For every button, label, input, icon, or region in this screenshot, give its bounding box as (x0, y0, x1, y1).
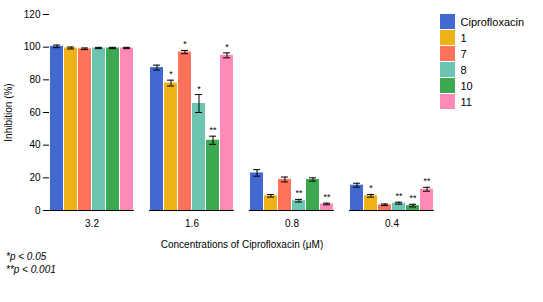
svg-text:**: ** (423, 176, 431, 186)
html-text:1: 1 (460, 31, 467, 44)
svg-text:**: ** (395, 191, 403, 201)
svg-text:60: 60 (29, 107, 41, 118)
svg-text:80: 80 (29, 74, 41, 85)
html-text:*p < 0.05: *p < 0.05 (6, 251, 47, 262)
svg-text:0.4: 0.4 (385, 218, 399, 229)
svg-text:100: 100 (24, 41, 41, 52)
svg-text:*: * (183, 39, 187, 49)
svg-text:**: ** (295, 188, 303, 198)
svg-text:0: 0 (35, 205, 41, 216)
html-text:Ciprofloxacin: Ciprofloxacin (460, 15, 525, 28)
html-text:**p < 0.001: **p < 0.001 (6, 264, 56, 275)
svg-text:*: * (369, 183, 373, 193)
svg-text:Inhibition (%): Inhibition (%) (3, 83, 14, 141)
svg-text:40: 40 (29, 139, 41, 150)
svg-text:3.2: 3.2 (85, 218, 99, 229)
html-text:7: 7 (460, 47, 467, 60)
svg-text:Concentrations of Ciprofloxaci: Concentrations of Ciprofloxacin (μM) (161, 239, 324, 250)
html-text:11: 11 (460, 95, 472, 108)
svg-text:120: 120 (24, 9, 41, 20)
svg-text:**: ** (323, 192, 331, 202)
svg-text:*: * (225, 42, 229, 52)
svg-text:1.6: 1.6 (185, 218, 199, 229)
svg-text:**: ** (409, 193, 417, 203)
html-text:10: 10 (460, 79, 473, 92)
svg-text:*: * (169, 69, 173, 79)
svg-text:20: 20 (29, 172, 41, 183)
svg-text:*: * (197, 84, 201, 94)
svg-text:0.8: 0.8 (285, 218, 299, 229)
svg-text:**: ** (209, 125, 217, 135)
html-text:8: 8 (460, 63, 467, 76)
